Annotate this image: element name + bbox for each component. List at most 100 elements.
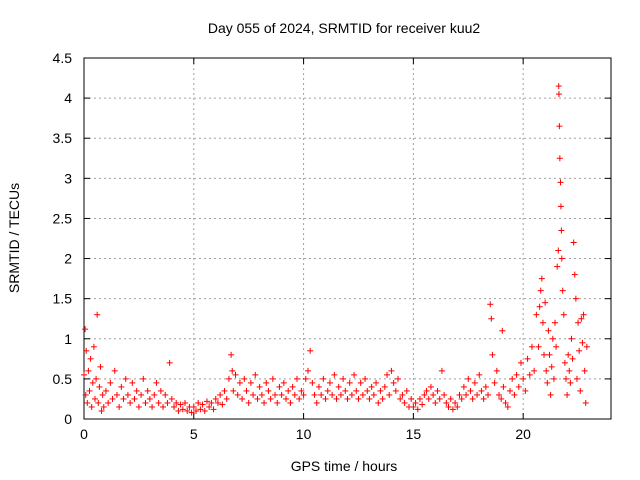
data-point: [432, 399, 439, 406]
data-point: [157, 387, 164, 394]
data-point: [85, 367, 92, 374]
data-point: [135, 403, 142, 410]
data-point: [153, 379, 160, 386]
data-point: [566, 367, 573, 374]
data-point: [467, 387, 474, 394]
data-point: [98, 407, 105, 414]
data-point: [278, 391, 285, 398]
data-point: [511, 391, 518, 398]
data-point: [430, 391, 437, 398]
data-point: [567, 379, 574, 386]
data-point: [549, 335, 556, 342]
data-point: [545, 327, 552, 334]
data-point: [208, 399, 215, 406]
grid-lines: [84, 58, 611, 419]
data-point: [122, 375, 129, 382]
data-point: [184, 407, 191, 414]
data-point: [555, 83, 562, 90]
data-point: [445, 403, 452, 410]
data-point: [558, 255, 565, 262]
data-point: [557, 179, 564, 186]
data-point: [452, 399, 459, 406]
data-point: [116, 403, 123, 410]
data-point: [538, 275, 545, 282]
data-point: [562, 375, 569, 382]
data-point: [509, 375, 516, 382]
data-point: [403, 387, 410, 394]
data-point: [99, 391, 106, 398]
data-point: [97, 363, 104, 370]
data-point: [537, 287, 544, 294]
data-point: [414, 406, 421, 413]
data-point: [353, 387, 360, 394]
data-point: [500, 383, 507, 390]
data-point: [228, 351, 235, 358]
data-point: [541, 351, 548, 358]
data-point: [109, 395, 116, 402]
data-point: [410, 403, 417, 410]
data-point: [416, 395, 423, 402]
data-point: [151, 391, 158, 398]
data-point: [111, 367, 118, 374]
data-point: [225, 375, 232, 382]
data-point: [192, 407, 199, 414]
data-point: [480, 395, 487, 402]
data-point: [366, 395, 373, 402]
data-point: [544, 379, 551, 386]
data-point: [142, 399, 149, 406]
data-point: [298, 387, 305, 394]
data-point: [256, 383, 263, 390]
data-point: [482, 383, 489, 390]
data-point: [320, 375, 327, 382]
data-point: [217, 391, 224, 398]
data-point: [392, 387, 399, 394]
data-point: [160, 403, 167, 410]
data-point: [412, 399, 419, 406]
data-point: [210, 406, 217, 413]
data-point: [561, 359, 568, 366]
data-point: [96, 383, 103, 390]
data-point: [460, 383, 467, 390]
data-point: [234, 391, 241, 398]
data-point: [373, 379, 380, 386]
data-point: [434, 387, 441, 394]
data-point: [162, 391, 169, 398]
data-point: [105, 399, 112, 406]
data-point: [203, 398, 210, 405]
plot-frame: [83, 57, 612, 420]
data-point: [552, 319, 559, 326]
data-point: [390, 379, 397, 386]
data-point: [223, 395, 230, 402]
x-tick-label: 5: [190, 426, 198, 442]
data-point: [283, 395, 290, 402]
data-point: [558, 227, 565, 234]
data-point: [93, 375, 100, 382]
data-point: [127, 399, 134, 406]
data-point: [449, 406, 456, 413]
data-point: [138, 391, 145, 398]
data-point: [478, 387, 485, 394]
data-point: [201, 407, 208, 414]
data-point: [515, 383, 522, 390]
data-point: [364, 387, 371, 394]
data-point: [95, 399, 102, 406]
data-point: [556, 123, 563, 130]
data-point: [318, 391, 325, 398]
data-point: [267, 395, 274, 402]
data-point: [197, 406, 204, 413]
data-point: [289, 383, 296, 390]
data-point: [553, 343, 560, 350]
data-point: [419, 401, 426, 408]
data-point: [171, 403, 178, 410]
data-point: [520, 375, 527, 382]
data-point: [582, 399, 589, 406]
data-point: [550, 375, 557, 382]
data-point: [261, 399, 268, 406]
data-point: [539, 319, 546, 326]
data-point: [247, 379, 254, 386]
data-point: [190, 403, 197, 410]
data-point: [581, 367, 588, 374]
data-point: [177, 401, 184, 408]
data-point: [565, 351, 572, 358]
